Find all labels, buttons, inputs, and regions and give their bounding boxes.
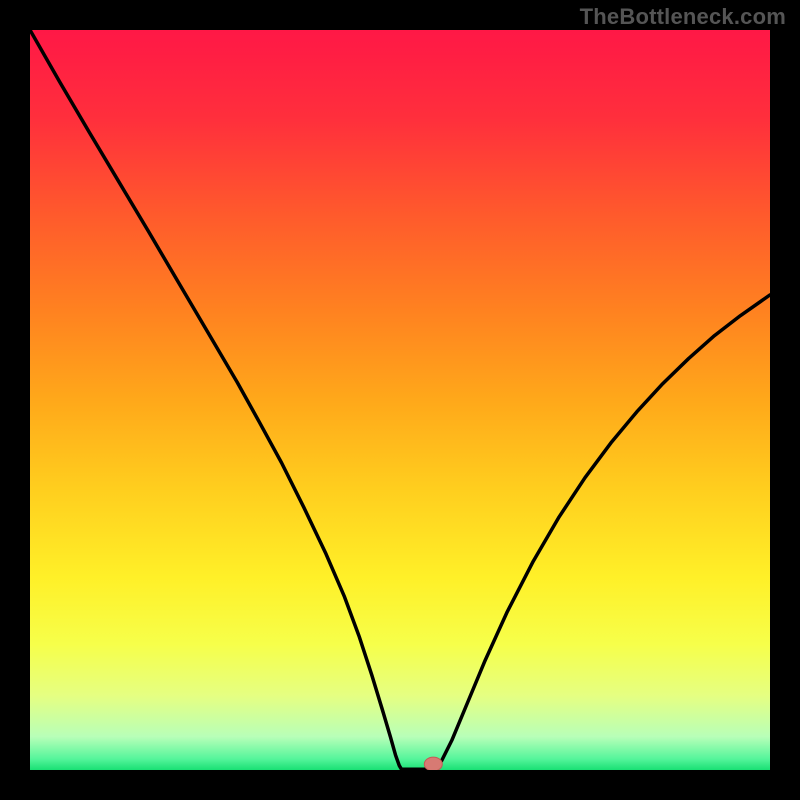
chart-frame: TheBottleneck.com (0, 0, 800, 800)
gradient-background (30, 30, 770, 770)
plot-area (30, 30, 770, 770)
watermark-text: TheBottleneck.com (580, 4, 786, 30)
optimum-marker (424, 757, 442, 770)
chart-svg (30, 30, 770, 770)
